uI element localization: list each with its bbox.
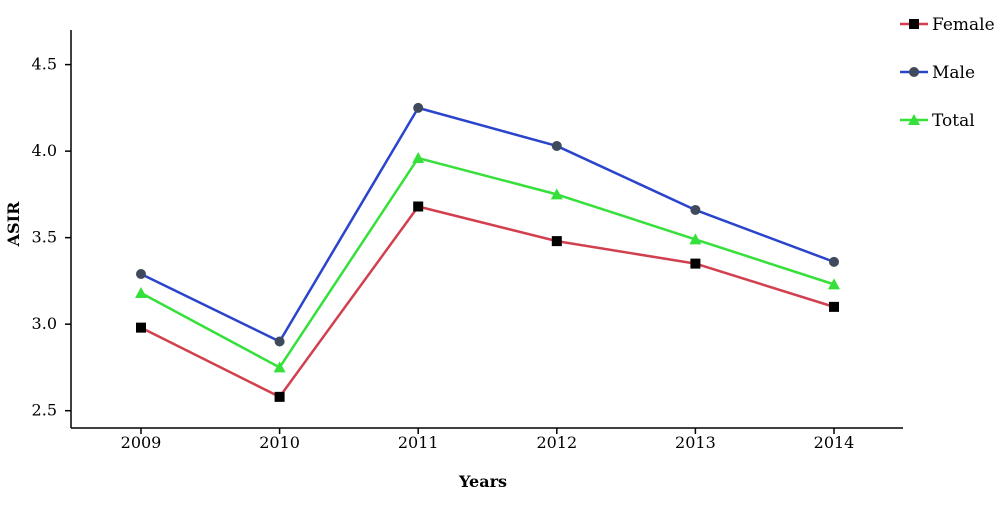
data-point-total	[689, 233, 702, 245]
data-point-total	[135, 287, 147, 299]
y-tick-label: 4.5	[32, 55, 57, 74]
x-tick-label: 2013	[675, 433, 716, 452]
x-tick-label: 2012	[536, 433, 577, 452]
data-point-male	[690, 204, 701, 215]
data-point-male	[413, 102, 424, 113]
series-line-male	[140, 106, 835, 343]
data-point-total	[550, 188, 563, 200]
axes	[70, 30, 903, 429]
legend-item-male: Male	[900, 63, 975, 83]
data-point-total	[828, 278, 840, 290]
series-female	[136, 201, 839, 402]
data-point-female	[829, 301, 839, 312]
series-male	[136, 102, 839, 347]
legend-item-total: Total	[900, 111, 975, 131]
y-tick-label: 3.5	[32, 228, 57, 247]
data-point-male	[551, 140, 562, 151]
series-total	[135, 152, 840, 373]
legend-label-total: Total	[932, 111, 975, 131]
legend-label-female: Female	[932, 15, 995, 35]
y-tick-label: 2.5	[32, 401, 57, 420]
x-tick-label: 2009	[121, 433, 162, 452]
series-line-total	[140, 156, 835, 369]
data-point-male	[274, 336, 285, 347]
data-point-female	[551, 236, 562, 247]
legend-item-female: Female	[900, 15, 995, 35]
x-tick-label: 2010	[259, 433, 300, 452]
x-tick-label: 2014	[814, 433, 855, 452]
legend-marker-female	[909, 19, 919, 29]
legend: Female Male Total	[900, 15, 995, 131]
x-axis-title: Years	[458, 472, 507, 491]
y-tick-label: 3.0	[32, 314, 57, 333]
data-point-male	[829, 256, 839, 267]
data-point-total	[273, 361, 286, 373]
legend-label-male: Male	[932, 63, 975, 83]
data-point-male	[136, 268, 146, 279]
data-point-female	[413, 201, 424, 212]
y-tick-label: 4.0	[32, 141, 57, 160]
legend-marker-male	[909, 67, 919, 77]
data-point-female	[274, 391, 285, 402]
x-ticks: 2009 2010 2011 2012 2013 2014	[121, 428, 855, 452]
x-tick-label: 2011	[398, 433, 439, 452]
series-line-female	[140, 205, 835, 399]
y-ticks: 2.5 3.0 3.5 4.0 4.5	[32, 55, 71, 420]
series-layer	[135, 102, 840, 402]
legend-marker-total	[908, 114, 920, 125]
data-point-total	[412, 152, 425, 164]
y-axis-title: ASIR	[4, 201, 23, 247]
data-point-female	[690, 258, 701, 269]
data-point-female	[136, 322, 146, 333]
